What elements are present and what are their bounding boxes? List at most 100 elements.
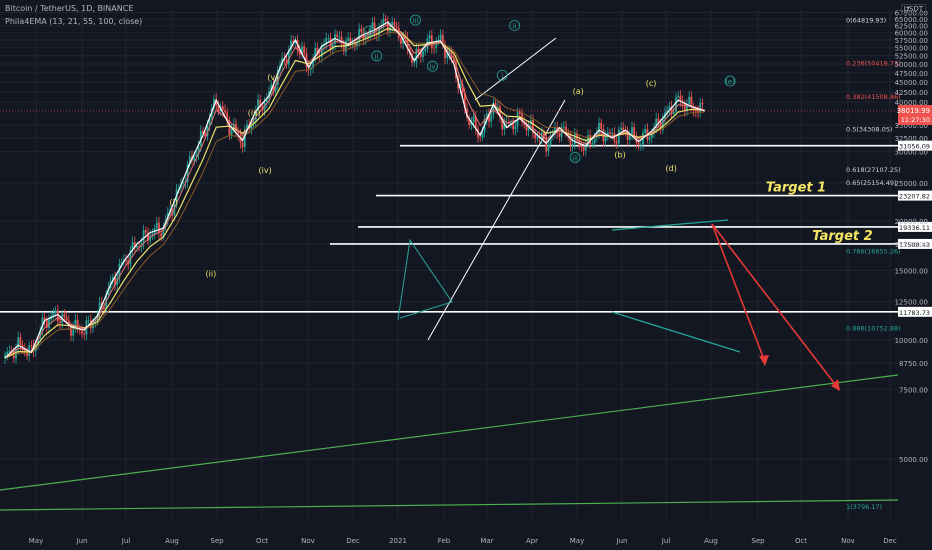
ema-100-line[interactable]	[4, 31, 705, 359]
ema-55-line[interactable]	[4, 27, 705, 359]
candle-body	[292, 40, 295, 43]
y-tick-label: 52500.00	[895, 53, 928, 61]
candle-body	[441, 34, 444, 45]
candle-body	[648, 137, 651, 140]
currency-badge[interactable]: USDT	[900, 4, 926, 14]
candle-body	[208, 118, 211, 126]
forecast-arrow-1[interactable]	[711, 223, 766, 363]
triangle-top[interactable]	[611, 219, 729, 231]
fib-level-label: 0.65(25154.49)	[846, 179, 897, 187]
candle-body	[246, 124, 248, 130]
candle-body	[81, 330, 83, 334]
wave-label: (iv)	[258, 166, 271, 175]
candle-body	[301, 46, 303, 55]
candle-body	[173, 204, 176, 216]
candle-body	[543, 132, 545, 137]
candle-body	[384, 18, 387, 21]
time-axis[interactable]: May Jun Jul Aug Sep Oct Nov Dec 2021 Feb Mar Apr May…	[29, 537, 897, 545]
candle-body	[221, 106, 224, 111]
x-tick-label: Oct	[795, 537, 807, 545]
candle-body	[547, 144, 550, 152]
candle-body	[358, 28, 361, 43]
candle-body	[52, 312, 55, 317]
last-price-label: 38019.99	[897, 107, 930, 115]
candle-body	[620, 127, 622, 130]
candle-body	[534, 132, 537, 139]
candle-body	[688, 96, 691, 104]
candle-body	[8, 351, 11, 353]
last-price-badge	[898, 104, 932, 125]
candle-body	[411, 53, 413, 63]
candle-body	[257, 99, 259, 111]
candle-body	[562, 126, 565, 128]
fib-level-label: 0.786(16855.26)	[846, 247, 901, 255]
price-axis[interactable]: 67500.0065000.0062500.0060000.0057500.00…	[0, 10, 932, 464]
level-badge	[898, 140, 932, 151]
candle-body	[666, 110, 669, 113]
ema-lines	[4, 21, 705, 359]
fib-level-label: 0.5(34308.05)	[846, 126, 892, 134]
candle-body	[653, 127, 655, 132]
candle-body	[76, 319, 79, 328]
candle-body	[314, 47, 317, 59]
triangle-bottom[interactable]	[611, 311, 741, 353]
candle-body	[697, 111, 699, 113]
candle-body	[639, 144, 642, 146]
candle-body	[4, 354, 6, 359]
candle-body	[254, 110, 257, 121]
candle-body	[576, 133, 578, 140]
candle-body	[362, 32, 365, 40]
ema-21-line[interactable]	[4, 23, 705, 359]
candle-body	[136, 246, 138, 248]
y-tick-label: 45000.00	[895, 79, 928, 87]
trendline-upper[interactable]	[0, 374, 899, 491]
candle-body	[103, 307, 105, 309]
candle-body	[204, 133, 207, 137]
candle-body	[270, 84, 273, 92]
candle-body	[235, 123, 237, 132]
candle-body	[518, 112, 521, 114]
ema-13-line[interactable]	[4, 21, 705, 359]
y-tick-label: 62500.00	[895, 23, 928, 31]
candle-body	[230, 128, 233, 135]
candle-body	[70, 325, 72, 336]
candle-body	[631, 127, 633, 136]
candle-body	[490, 114, 493, 122]
candle-body	[243, 129, 246, 148]
candle-body	[96, 314, 99, 321]
x-tick-label: 2021	[389, 537, 407, 545]
wave-triangle-small[interactable]	[397, 238, 453, 321]
candle-body	[527, 124, 530, 131]
wave-circle	[569, 151, 581, 163]
forecast-arrow-2[interactable]	[711, 223, 839, 389]
candle-body	[215, 99, 218, 106]
trendline-lower[interactable]	[0, 499, 899, 511]
candle-body	[155, 222, 158, 229]
x-tick-label: Jun	[76, 537, 88, 545]
candle-body	[615, 141, 618, 144]
wave-channel-top[interactable]	[474, 37, 557, 101]
candle-body	[290, 40, 292, 51]
candle-body	[472, 116, 475, 122]
wave-label: ii	[513, 22, 517, 30]
candle-body	[334, 34, 336, 45]
candle-body	[606, 132, 609, 137]
candle-body	[37, 339, 39, 346]
candle-body	[686, 103, 688, 112]
candle-body	[188, 156, 191, 165]
candle-body	[182, 182, 185, 184]
level-badge-label: 19336.11	[899, 224, 930, 232]
level-badge-label: 11783.73	[899, 309, 930, 317]
candle-body	[56, 310, 59, 322]
candle-body	[340, 36, 343, 45]
x-tick-label: Oct	[256, 537, 268, 545]
candle-body	[675, 97, 677, 113]
candle-body	[158, 222, 160, 234]
x-tick-label: Aug	[165, 537, 179, 545]
horizontal-levels: 31056.09 23207.82 19336.11 17508.43 11783.73	[0, 140, 932, 317]
x-tick-label: Jun	[616, 537, 628, 545]
fib-level-label: 0.382(41508.86)	[846, 93, 901, 101]
indicator-legend[interactable]: Phila4EMA (13, 21, 55, 100, close)	[5, 17, 143, 26]
candle-body	[701, 102, 704, 105]
